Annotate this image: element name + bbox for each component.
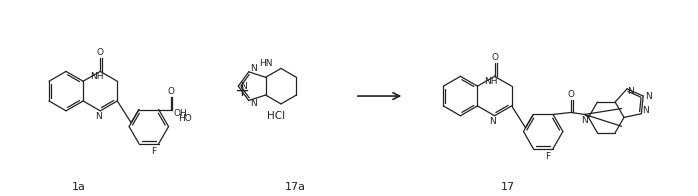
Text: 17: 17 bbox=[500, 182, 515, 192]
Text: N: N bbox=[628, 87, 634, 96]
Text: NH: NH bbox=[484, 77, 498, 86]
Text: +: + bbox=[234, 82, 249, 100]
Text: HO: HO bbox=[179, 114, 192, 123]
Text: O: O bbox=[567, 90, 574, 99]
Text: N: N bbox=[251, 99, 257, 108]
Text: HN: HN bbox=[260, 59, 273, 68]
Text: OH: OH bbox=[174, 109, 187, 118]
Text: 1a: 1a bbox=[72, 182, 86, 192]
Text: N: N bbox=[645, 92, 651, 101]
Text: 17a: 17a bbox=[285, 182, 306, 192]
Text: N: N bbox=[642, 106, 648, 115]
Text: N: N bbox=[251, 64, 257, 73]
Text: HCl: HCl bbox=[267, 111, 285, 121]
Text: O: O bbox=[167, 87, 174, 96]
Text: F: F bbox=[151, 147, 156, 156]
Text: F: F bbox=[546, 152, 551, 161]
Text: N: N bbox=[240, 82, 246, 91]
Text: O: O bbox=[97, 48, 104, 57]
Text: N: N bbox=[581, 116, 588, 125]
Text: O: O bbox=[491, 53, 498, 62]
Text: N: N bbox=[95, 112, 102, 121]
Text: NH: NH bbox=[90, 72, 103, 81]
Text: N: N bbox=[489, 117, 496, 126]
